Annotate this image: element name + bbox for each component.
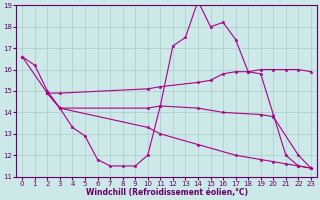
X-axis label: Windchill (Refroidissement éolien,°C): Windchill (Refroidissement éolien,°C) [85,188,248,197]
